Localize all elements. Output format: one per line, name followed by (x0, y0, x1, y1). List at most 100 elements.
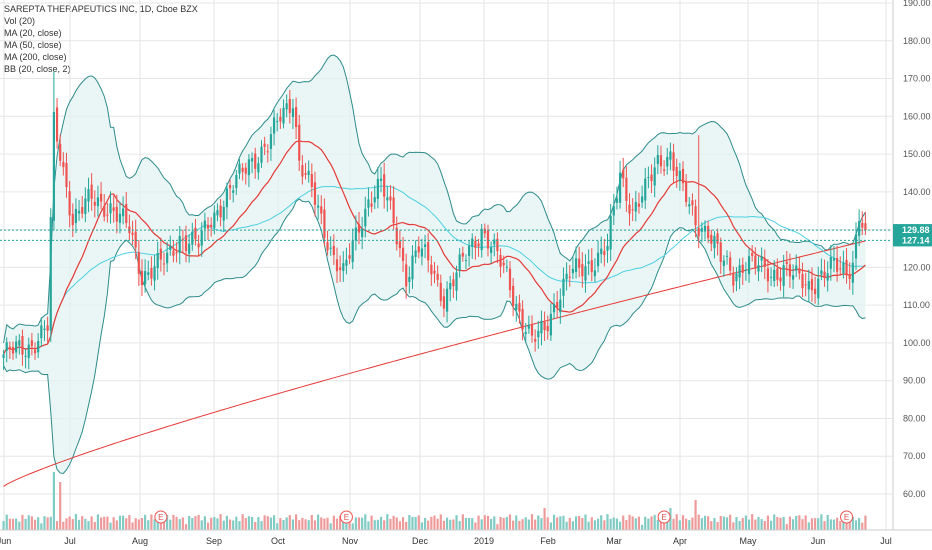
candle-body (81, 207, 84, 214)
volume-bar (30, 516, 33, 530)
candle-body (858, 221, 861, 236)
volume-bar (288, 515, 291, 530)
candle-body (329, 247, 332, 249)
candle-body (140, 271, 144, 286)
candle-body (8, 346, 11, 350)
volume-bar (430, 516, 433, 530)
candle-body (49, 217, 52, 331)
candle-body (505, 266, 508, 268)
volume-bar (134, 518, 137, 530)
volume-bar (389, 518, 392, 530)
volume-bar (518, 520, 521, 530)
volume-bar (159, 518, 162, 530)
volume-bar (11, 518, 15, 530)
last-price-tag-text: 129.88 (902, 225, 930, 235)
volume-bar (625, 520, 628, 530)
volume-bar (795, 515, 798, 530)
volume-bar (323, 518, 326, 530)
volume-bar (392, 515, 395, 530)
volume-bar (663, 521, 666, 530)
price-tick-label: 190.00 (903, 0, 931, 8)
candle-body (52, 111, 56, 221)
candle-body (552, 304, 556, 313)
candle-body (241, 167, 244, 172)
candle-body (609, 215, 612, 250)
volume-bar (637, 516, 641, 530)
candle-body (59, 143, 62, 161)
volume-bar (153, 519, 156, 530)
candle-body (729, 257, 732, 271)
candle-body (801, 274, 804, 289)
volume-bar (263, 515, 266, 530)
volume-bar (571, 521, 575, 530)
candle-body (571, 268, 575, 274)
volume-bar (609, 518, 612, 530)
candle-body (518, 303, 521, 312)
candle-body (320, 206, 323, 214)
volume-bar (823, 521, 826, 530)
candle-body (666, 156, 669, 167)
candle-body (30, 340, 33, 346)
chart-legend: SAREPTA THERAPEUTICS INC, 1D, Cboe BZX V… (4, 3, 198, 75)
candle-body (99, 193, 103, 202)
candle-body (345, 259, 348, 266)
volume-bar (74, 514, 78, 530)
volume-bar (282, 519, 285, 530)
volume-bar (530, 514, 534, 530)
candle-body (46, 325, 49, 331)
volume-bar (291, 519, 295, 530)
volume-bar (128, 515, 131, 530)
volume-bar (751, 514, 754, 530)
time-tick-label: Aug (132, 536, 148, 546)
candle-body (357, 224, 361, 233)
volume-bar (653, 514, 656, 530)
candle-body (339, 267, 342, 270)
candle-body (323, 209, 326, 238)
volume-bar (669, 508, 672, 530)
volume-bar (172, 514, 175, 530)
volume-bar (433, 515, 436, 530)
volume-bar (785, 524, 788, 530)
time-tick-label: Feb (540, 536, 556, 546)
candle-body (37, 340, 40, 353)
volume-bar (49, 516, 52, 530)
volume-bar (738, 520, 741, 530)
time-tick-label: Jun (811, 536, 826, 546)
candle-body (474, 240, 477, 248)
volume-bar (417, 515, 420, 530)
volume-bar (408, 515, 411, 530)
volume-bar (99, 517, 103, 530)
volume-bar (326, 517, 329, 530)
volume-bar (486, 515, 490, 530)
volume-bar (735, 517, 738, 530)
last-price-tag-box (893, 224, 932, 237)
candle-body (2, 354, 5, 359)
volume-bar (118, 515, 122, 530)
earnings-marker-label: E (344, 513, 349, 522)
volume-bar (549, 522, 552, 530)
candle-body (760, 256, 763, 261)
candle-body (279, 116, 282, 122)
candle-body (791, 275, 795, 280)
volume-bar (178, 519, 181, 530)
candle-body (845, 259, 848, 276)
time-tick-label: May (739, 536, 757, 546)
candle-body (288, 99, 291, 113)
volume-bar (729, 514, 732, 530)
candle-body (184, 235, 188, 252)
volume-bar (364, 514, 367, 530)
volume-bar (848, 515, 851, 530)
volume-bar (477, 515, 480, 530)
candle-body (40, 325, 43, 339)
candle-body (222, 206, 225, 221)
volume-bar (310, 514, 313, 530)
volume-bar (103, 516, 106, 530)
volume-bar (779, 517, 782, 530)
volume-bar (194, 516, 197, 530)
candle-body (480, 228, 483, 251)
volume-bar (376, 519, 379, 530)
candle-body (5, 342, 8, 351)
candle-body (291, 108, 295, 118)
